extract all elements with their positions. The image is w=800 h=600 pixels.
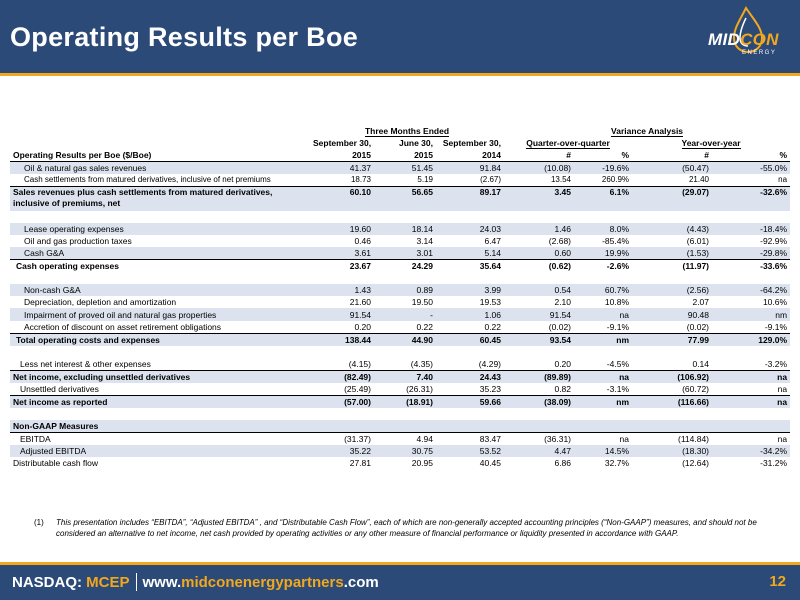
table-row: Lease operating expenses 19.60 18.14 24.… bbox=[10, 222, 791, 235]
footer-bar: NASDAQ: MCEP www.midconenergypartners.com… bbox=[0, 562, 800, 600]
col-header-sep-2014: September 30, bbox=[442, 138, 502, 149]
footer-ticker-url: NASDAQ: MCEP www.midconenergypartners.com bbox=[12, 573, 379, 591]
operating-results-table: Three Months Ended Variance Analysis Sep… bbox=[10, 125, 791, 469]
table-row: Impairment of proved oil and natural gas… bbox=[10, 308, 791, 321]
table-row: Total operating costs and expenses 138.4… bbox=[10, 333, 791, 346]
yoy-pct: % bbox=[712, 149, 791, 163]
col-header-sep-2015: September 30, bbox=[313, 138, 372, 149]
table-spacer-row bbox=[10, 408, 790, 420]
table-row: Net income as reported (57.00) (18.91) 5… bbox=[10, 395, 791, 408]
footnote-number: (1) bbox=[34, 518, 44, 527]
table-row: Sales revenues plus cash settlements fro… bbox=[10, 186, 791, 211]
table-spacer-row bbox=[10, 346, 790, 358]
page-title: Operating Results per Boe bbox=[10, 22, 359, 52]
table-row: Distributable cash flow 27.81 20.95 40.4… bbox=[13, 457, 788, 468]
table-row: EBITDA (31.37) 4.94 83.47 (36.31) na (11… bbox=[20, 433, 788, 444]
page-number: 12 bbox=[769, 573, 786, 590]
footnote: (1) This presentation includes “EBITDA”,… bbox=[28, 518, 788, 539]
header-accent-rule bbox=[0, 73, 800, 76]
footer-url-tld: .com bbox=[343, 574, 379, 591]
col-header-qoq: Quarter-over-quarter bbox=[526, 138, 610, 150]
col-header-yoy: Year-over-year bbox=[681, 138, 741, 150]
table-row: Unsettled derivatives (25.49) (26.31) 35… bbox=[10, 382, 791, 396]
yoy-hash: # bbox=[632, 149, 713, 163]
group-three-months: Three Months Ended bbox=[364, 126, 450, 137]
footer-accent-rule bbox=[0, 562, 800, 565]
footer-ticker: MCEP bbox=[86, 574, 130, 591]
footer-separator bbox=[135, 573, 137, 591]
table-row: Oil and gas production taxes 0.46 3.14 6… bbox=[24, 235, 788, 246]
footer-url-www: www. bbox=[142, 574, 182, 591]
table-row: Cash operating expenses 23.67 24.29 35.6… bbox=[16, 261, 788, 272]
table-row: Depreciation, depletion and amortization… bbox=[24, 297, 788, 308]
logo-con: CON bbox=[740, 30, 779, 49]
table-row: Net income, excluding unsettled derivati… bbox=[10, 370, 791, 383]
table-row: Cash G&A 3.61 3.01 5.14 0.60 19.9% (1.53… bbox=[10, 247, 791, 261]
table-row: Oil & natural gas sales revenues 41.37 5… bbox=[10, 161, 791, 175]
table-row: Non-cash G&A 1.43 0.89 3.99 0.54 60.7% (… bbox=[10, 284, 791, 297]
logo-mid: MID bbox=[708, 30, 741, 49]
year-2014: 2014 bbox=[436, 149, 505, 163]
table-row: Adjusted EBITDA 35.22 30.75 53.52 4.47 1… bbox=[10, 444, 791, 457]
table-row: Cash settlements from matured derivative… bbox=[10, 174, 791, 188]
row-label-header: Operating Results per Boe ($/Boe) bbox=[10, 149, 310, 163]
logo-subtitle: ENERGY bbox=[742, 50, 777, 56]
table-row: Less net interest & other expenses (4.15… bbox=[10, 357, 791, 371]
table-subheader-row: Operating Results per Boe ($/Boe) 2015 2… bbox=[10, 149, 791, 163]
col-header-jun-2015: June 30, bbox=[398, 138, 433, 149]
table-group-header-row: Three Months Ended Variance Analysis bbox=[10, 125, 790, 137]
table-spacer-row bbox=[10, 272, 790, 284]
operating-results-table-container: Three Months Ended Variance Analysis Sep… bbox=[10, 125, 791, 469]
qoq-hash: # bbox=[504, 149, 575, 163]
table-spacer-row bbox=[10, 211, 790, 223]
table-header-row: September 30, June 30, September 30, Qua… bbox=[10, 137, 790, 150]
midcon-logo-icon bbox=[732, 6, 764, 54]
table-row: Accretion of discount on asset retiremen… bbox=[10, 320, 791, 334]
group-variance-analysis: Variance Analysis bbox=[611, 126, 684, 137]
table-section-row: Non-GAAP Measures bbox=[10, 419, 791, 433]
footer-url-domain: midconenergypartners bbox=[181, 574, 344, 591]
footnote-text: This presentation includes “EBITDA”, “Ad… bbox=[56, 518, 757, 538]
footer-nasdaq-label: NASDAQ: bbox=[12, 574, 82, 591]
qoq-pct: % bbox=[574, 149, 633, 163]
year-2015-a: 2015 bbox=[310, 149, 374, 163]
year-2015-b: 2015 bbox=[374, 149, 436, 163]
logo-wordmark: MIDCON bbox=[708, 30, 779, 50]
header-bar: Operating Results per Boe MIDCON ENERGY bbox=[0, 0, 800, 76]
